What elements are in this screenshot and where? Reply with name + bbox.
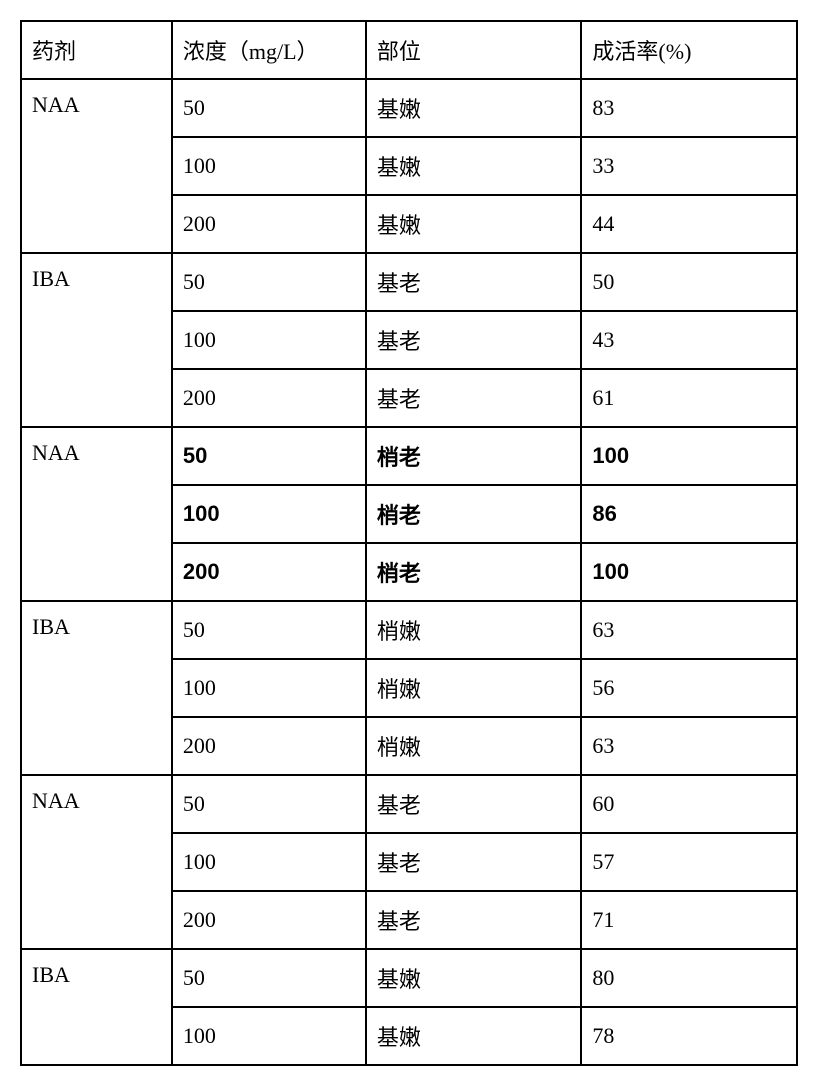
table-row: NAA50梢老100 [21, 427, 797, 485]
cell-part: 基嫩 [366, 949, 582, 1007]
cell-part: 基老 [366, 253, 582, 311]
cell-part: 梢嫩 [366, 659, 582, 717]
cell-rate: 80 [581, 949, 797, 1007]
cell-concentration: 50 [172, 253, 366, 311]
cell-part: 基嫩 [366, 1007, 582, 1065]
cell-concentration: 50 [172, 601, 366, 659]
table-row: NAA50基嫩83 [21, 79, 797, 137]
header-part: 部位 [366, 21, 582, 79]
cell-rate: 33 [581, 137, 797, 195]
cell-rate: 63 [581, 717, 797, 775]
cell-agent: NAA [21, 775, 172, 949]
cell-part: 梢嫩 [366, 717, 582, 775]
cell-part: 梢老 [366, 427, 582, 485]
cell-part: 梢老 [366, 543, 582, 601]
cell-part: 基老 [366, 311, 582, 369]
table-row: IBA50基嫩80 [21, 949, 797, 1007]
cell-agent: NAA [21, 427, 172, 601]
cell-agent: IBA [21, 949, 172, 1065]
cell-agent: IBA [21, 253, 172, 427]
cell-rate: 44 [581, 195, 797, 253]
cell-rate: 50 [581, 253, 797, 311]
cell-part: 梢老 [366, 485, 582, 543]
cell-rate: 57 [581, 833, 797, 891]
cell-concentration: 50 [172, 79, 366, 137]
cell-rate: 71 [581, 891, 797, 949]
data-table: 药剂 浓度（mg/L） 部位 成活率(%) NAA50基嫩83100基嫩3320… [20, 20, 798, 1066]
cell-concentration: 50 [172, 775, 366, 833]
cell-concentration: 100 [172, 1007, 366, 1065]
cell-agent: NAA [21, 79, 172, 253]
cell-concentration: 200 [172, 369, 366, 427]
cell-concentration: 200 [172, 543, 366, 601]
table-body: NAA50基嫩83100基嫩33200基嫩44IBA50基老50100基老432… [21, 79, 797, 1065]
cell-concentration: 200 [172, 195, 366, 253]
cell-rate: 63 [581, 601, 797, 659]
cell-rate: 56 [581, 659, 797, 717]
table-row: IBA50梢嫩63 [21, 601, 797, 659]
table-row: IBA50基老50 [21, 253, 797, 311]
cell-concentration: 50 [172, 949, 366, 1007]
cell-part: 梢嫩 [366, 601, 582, 659]
cell-concentration: 200 [172, 717, 366, 775]
cell-rate: 86 [581, 485, 797, 543]
table-row: NAA50基老60 [21, 775, 797, 833]
header-row: 药剂 浓度（mg/L） 部位 成活率(%) [21, 21, 797, 79]
cell-rate: 100 [581, 543, 797, 601]
cell-concentration: 50 [172, 427, 366, 485]
cell-rate: 100 [581, 427, 797, 485]
header-rate: 成活率(%) [581, 21, 797, 79]
cell-concentration: 100 [172, 659, 366, 717]
cell-rate: 83 [581, 79, 797, 137]
cell-concentration: 100 [172, 311, 366, 369]
cell-part: 基老 [366, 833, 582, 891]
cell-rate: 60 [581, 775, 797, 833]
cell-part: 基嫩 [366, 137, 582, 195]
cell-concentration: 200 [172, 891, 366, 949]
cell-part: 基老 [366, 775, 582, 833]
cell-rate: 61 [581, 369, 797, 427]
cell-rate: 78 [581, 1007, 797, 1065]
cell-agent: IBA [21, 601, 172, 775]
cell-part: 基老 [366, 369, 582, 427]
cell-concentration: 100 [172, 833, 366, 891]
cell-rate: 43 [581, 311, 797, 369]
cell-part: 基嫩 [366, 195, 582, 253]
header-concentration: 浓度（mg/L） [172, 21, 366, 79]
cell-part: 基嫩 [366, 79, 582, 137]
header-agent: 药剂 [21, 21, 172, 79]
cell-concentration: 100 [172, 137, 366, 195]
cell-concentration: 100 [172, 485, 366, 543]
cell-part: 基老 [366, 891, 582, 949]
